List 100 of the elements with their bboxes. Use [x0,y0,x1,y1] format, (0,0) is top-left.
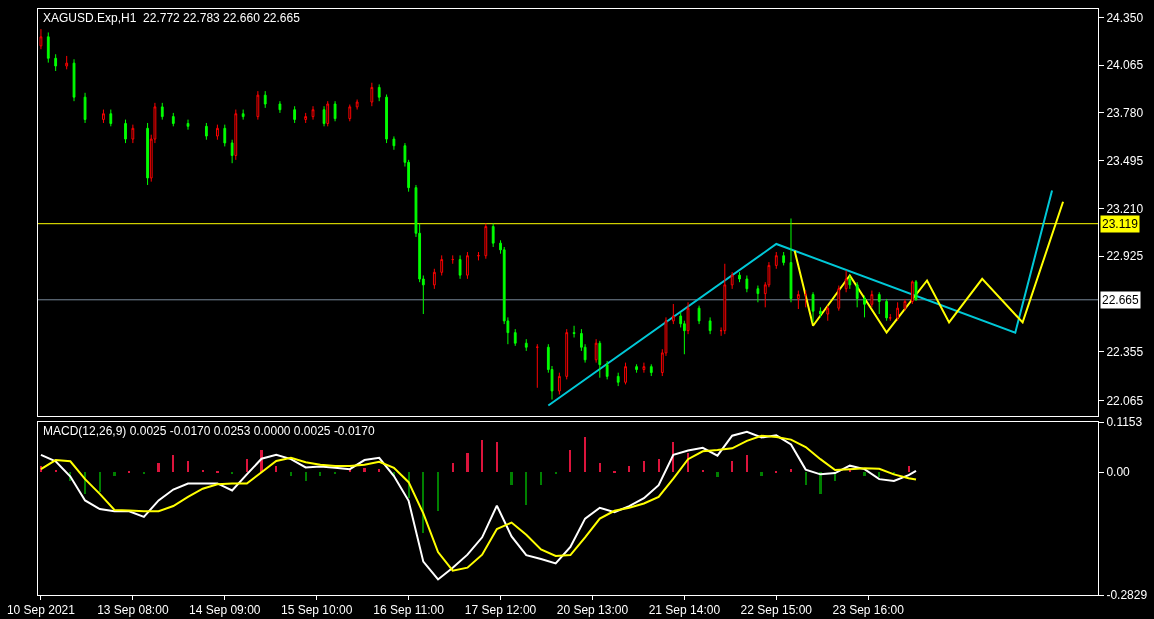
candlestick [304,112,308,124]
candlestick [789,218,793,303]
bar [128,471,130,474]
bar [805,472,807,486]
bar [143,472,145,475]
candlestick [782,251,786,266]
chart-title: MACD(12,26,9) 0.0025 -0.0170 0.0253 0.0000 0.0025 -0.0170 [43,424,375,438]
x-tick-label: 14 Sep 09:00 [189,603,261,618]
candlestick [730,271,734,290]
bar [613,471,616,474]
bar [628,466,630,473]
candlestick [565,328,569,380]
bar [290,472,292,477]
candlestick [204,122,208,141]
candlestick [65,55,69,70]
bar [878,472,880,478]
candlestick [513,328,517,347]
bar [819,472,822,495]
bar [275,466,277,473]
candlestick [146,122,149,186]
bar [702,470,704,473]
candlestick [355,99,359,111]
candlestick [377,83,381,102]
bar [437,472,439,512]
y-tick-label: 0.1153 [1106,415,1143,430]
bar [334,472,336,475]
bar [305,472,307,482]
bar [113,472,116,477]
ref-line-label: 22.665 [1102,293,1140,307]
bar [746,455,748,473]
line-series [547,189,1054,407]
x-tick-label: 13 Sep 08:00 [97,603,169,618]
candlestick [723,263,727,335]
x-tick-label: 21 Sep 14:00 [648,603,721,618]
bar [452,463,454,473]
candlestick [649,363,653,377]
x-tick-label: 16 Sep 11:00 [373,603,445,618]
candlestick [708,316,712,335]
bar [187,461,189,473]
bar [643,461,645,473]
candlestick [230,139,234,164]
x-tick-label: 17 Sep 12:00 [464,603,537,618]
y-tick-label: 23.495 [1106,153,1144,168]
candlestick [896,301,900,322]
y-tick-label: -0.2829 [1106,588,1148,603]
bar [55,470,57,473]
candlestick [855,281,859,308]
x-tick-label: 10 Sep 2021 [6,603,76,618]
candlestick [458,254,462,280]
candlestick [432,268,436,290]
bar [525,472,527,506]
bar [863,472,866,477]
bar [319,472,321,477]
x-tick-label: 20 Sep 13:00 [556,603,629,618]
candlestick [635,363,638,374]
candlestick [311,105,315,121]
candlestick [819,306,822,318]
x-tick-label: 22 Sep 15:00 [740,603,813,618]
candlestick [109,109,113,127]
bar [99,472,101,493]
bar [172,455,174,473]
candlestick [46,31,50,64]
x-tick-label: 23 Sep 16:00 [832,603,905,618]
bar [775,471,777,474]
candlestick [263,90,267,109]
candlestick [131,124,135,144]
candlestick [160,102,164,121]
candlestick [811,291,815,323]
candlestick [293,105,297,124]
candlestick [616,372,620,387]
candlestick [870,290,874,308]
candlestick [826,305,830,322]
bar [202,470,204,473]
bar [908,466,910,473]
candlestick [102,109,105,124]
candlestick [392,135,396,151]
bar [584,437,586,473]
y-tick-label: 22.065 [1106,393,1144,408]
bar [231,472,233,475]
candlestick [491,223,495,248]
bar [157,463,160,473]
candlestick [642,362,646,374]
candlestick [848,274,852,290]
bar [246,459,248,473]
bar [496,442,498,473]
candlestick [910,280,914,305]
candlestick [256,90,260,121]
candlestick [903,298,907,312]
bar [569,450,571,473]
candlestick [326,100,330,127]
bar [349,470,351,473]
candlestick [333,100,337,122]
candlestick [796,290,800,310]
candlestick [605,360,609,380]
y-tick-label: 22.355 [1106,344,1144,359]
candlestick [624,362,627,385]
bar [760,472,763,477]
candlestick [877,291,881,315]
x-tick-label: 15 Sep 10:00 [281,603,353,618]
candlestick [686,301,690,335]
